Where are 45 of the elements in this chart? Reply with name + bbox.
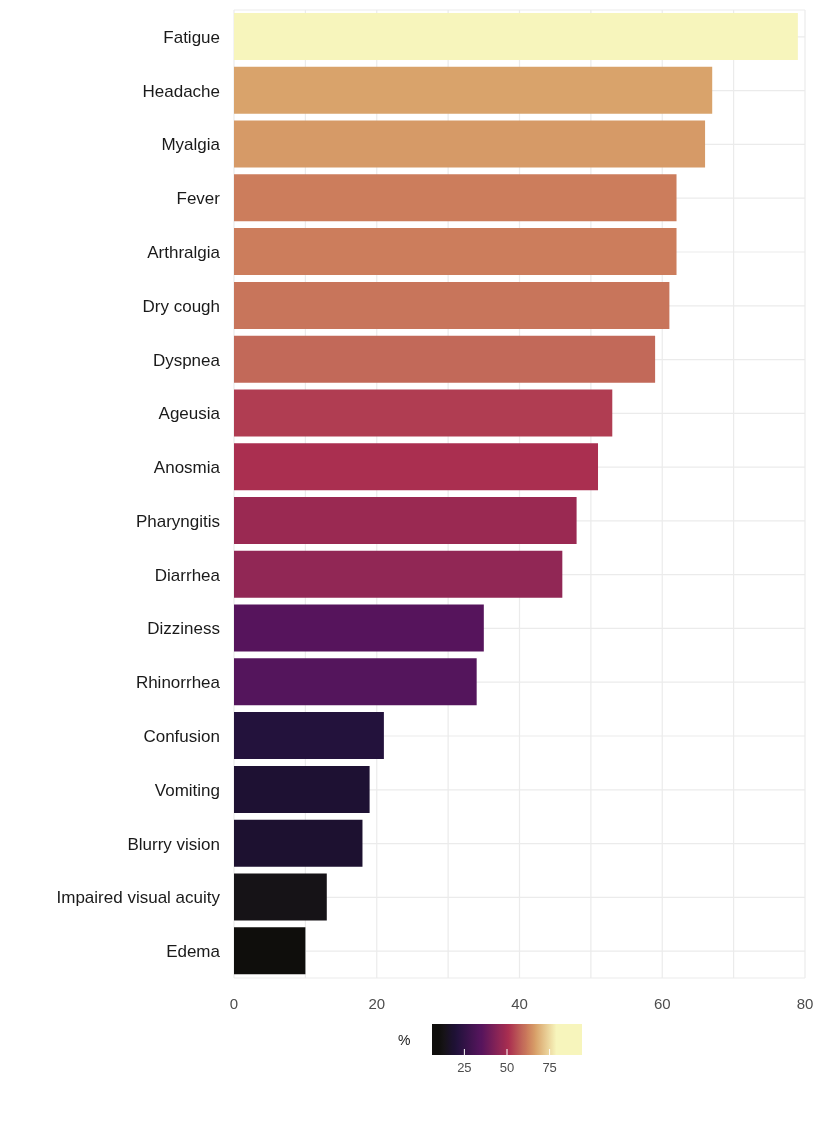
bar (234, 497, 577, 544)
bar (234, 335, 656, 383)
bar (234, 712, 384, 760)
bar (234, 927, 306, 975)
y-tick-label: Impaired visual acuity (56, 888, 221, 908)
bar (234, 389, 613, 437)
bar (234, 66, 713, 114)
bar (234, 873, 327, 921)
y-tick-label: Fever (176, 189, 221, 209)
y-tick-label: Ageusia (158, 404, 221, 424)
y-tick-label: Pharyngitis (135, 511, 220, 531)
y-tick-label: Vomiting (154, 780, 220, 800)
y-tick-label: Diarrhea (154, 565, 221, 585)
x-tick-label: 40 (511, 994, 528, 1012)
color-bar-label: 75 (542, 1060, 558, 1075)
color-bar-label: 25 (457, 1060, 473, 1075)
bar (234, 604, 484, 652)
y-tick-label: Blurry vision (127, 834, 220, 854)
bar (234, 174, 677, 222)
bar (234, 281, 670, 329)
x-tick-label: 80 (796, 994, 814, 1012)
bar (234, 819, 363, 867)
y-tick-label: Confusion (143, 727, 220, 747)
y-tick-label: Dry cough (142, 296, 220, 316)
x-tick-label: 0 (229, 994, 239, 1012)
bar (234, 120, 706, 168)
y-tick-label: Myalgia (161, 135, 221, 155)
bar (234, 550, 563, 598)
y-tick-label: Fatigue (163, 27, 220, 47)
y-tick-label: Headache (142, 81, 220, 101)
color-bar-title: % (398, 1032, 411, 1048)
y-tick-label: Edema (166, 942, 221, 962)
bar (234, 765, 370, 813)
bar (234, 13, 798, 60)
bar (234, 658, 477, 706)
x-tick-label: 20 (368, 994, 386, 1012)
y-tick-label: Dizziness (147, 619, 220, 639)
y-tick-label: Dyspnea (152, 350, 221, 370)
y-tick-label: Anosmia (153, 458, 221, 478)
y-tick-label: Rhinorrhea (135, 673, 221, 693)
y-tick-label: Arthralgia (147, 243, 221, 263)
color-bar-label: 50 (500, 1060, 515, 1075)
x-tick-label: 60 (653, 994, 671, 1012)
bar (234, 228, 677, 276)
bar (234, 443, 599, 491)
